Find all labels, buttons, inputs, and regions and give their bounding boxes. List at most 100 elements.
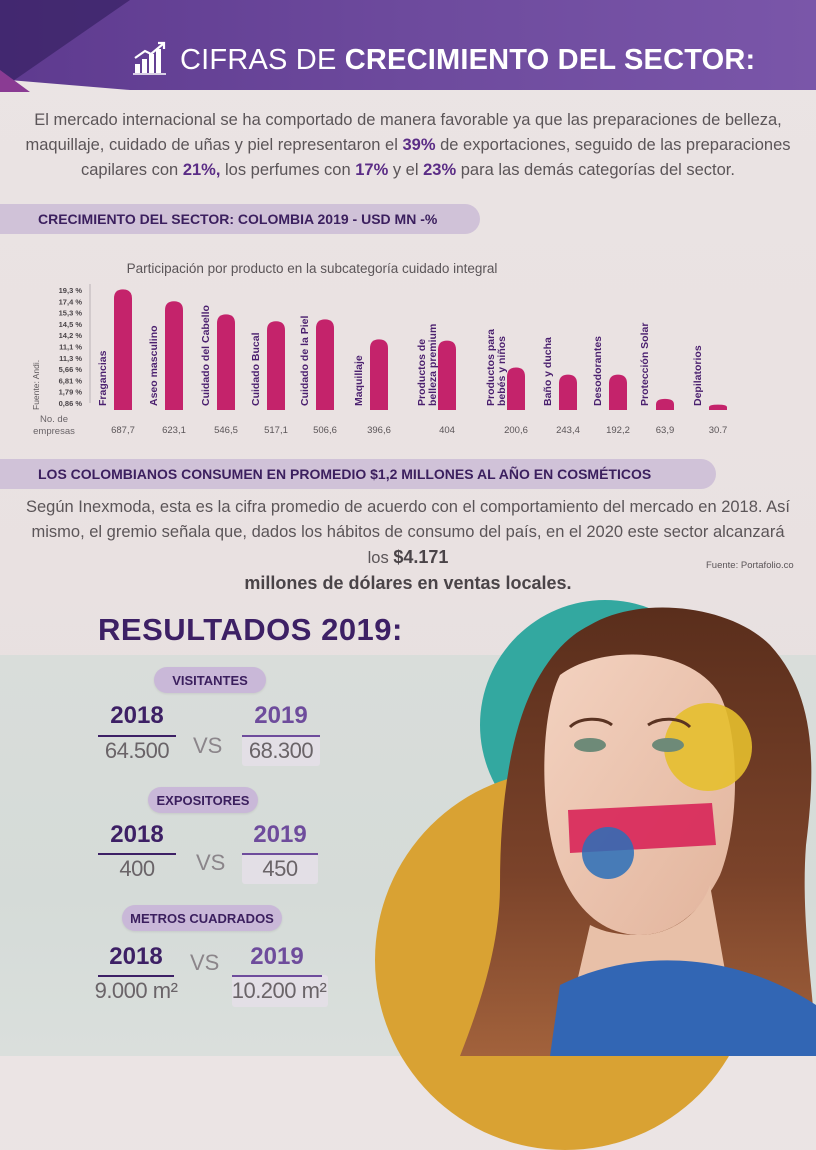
- chart-bar: [609, 374, 627, 410]
- section-header-consumption-label: LOS COLOMBIANOS CONSUMEN EN PROMEDIO $1,…: [38, 466, 652, 482]
- model-photo-illustration: [460, 607, 816, 1056]
- companies-value: 200,6: [504, 425, 528, 436]
- exhibitors-value-2019: 450: [262, 856, 298, 881]
- category-label: Aseo masculino: [148, 325, 160, 406]
- category-label: Cuidado del Cabello: [200, 305, 212, 406]
- intro-highlight-2: 21%,: [182, 161, 221, 179]
- y-tick-label: 19,3 %: [59, 286, 83, 295]
- consumption-paragraph: Según Inexmoda, esta es la cifra promedi…: [20, 495, 796, 597]
- visitors-2019-underline: [242, 735, 320, 737]
- square-meters-pill-label: METROS CUADRADOS: [130, 910, 274, 926]
- companies-value: 623,1: [162, 425, 186, 436]
- intro-text-3: los perfumes con: [220, 161, 356, 179]
- section-header-growth: CRECIMIENTO DEL SECTOR: COLOMBIA 2019 - …: [0, 204, 480, 234]
- category-label: Desodorantes: [592, 336, 604, 406]
- intro-text-4: y el: [388, 161, 424, 179]
- exhibitors-value-2018: 400: [119, 856, 155, 881]
- y-tick-label: 17,4 %: [59, 297, 83, 306]
- square-meters-year-2018: 2018: [109, 943, 163, 970]
- square-meters-pill: METROS CUADRADOS: [122, 905, 282, 931]
- y-tick-label: 11,3 %: [59, 354, 82, 363]
- y-tick-label: 15,3 %: [59, 309, 83, 318]
- visitors-year-2018: 2018: [110, 702, 164, 729]
- exhibitors-2019-box: [242, 854, 318, 884]
- companies-value: 30.7: [709, 425, 728, 436]
- page-title-bold: CRECIMIENTO DEL SECTOR:: [344, 44, 756, 76]
- companies-value: 192,2: [606, 425, 630, 436]
- y-tick-label: 14,2 %: [59, 331, 83, 340]
- companies-value: 546,5: [214, 425, 238, 436]
- chart-bar: [709, 404, 727, 410]
- square-meters-vs: VS: [190, 950, 220, 975]
- companies-value: 243,4: [556, 425, 580, 436]
- consumption-text: Según Inexmoda, esta es la cifra promedi…: [25, 498, 791, 567]
- category-label: Maquillaje: [353, 355, 365, 406]
- chart-bar: [656, 398, 674, 410]
- category-label: belleza premium: [427, 324, 439, 406]
- companies-value: 404: [439, 425, 455, 436]
- y-tick-label: 11,1 %: [59, 343, 82, 352]
- exhibitors-2018-underline: [98, 853, 176, 855]
- results-title: RESULTADOS 2019:: [98, 612, 403, 647]
- y-tick-label: 1,79 %: [59, 388, 83, 397]
- intro-text-1: El mercado internacional se ha comportad…: [25, 111, 782, 154]
- companies-value: 517,1: [264, 425, 288, 436]
- header-banner: [0, 0, 816, 90]
- bar-chart: Participación por producto en la subcate…: [31, 261, 728, 437]
- visitors-2019-box: [242, 736, 320, 766]
- companies-value: 506,6: [313, 425, 337, 436]
- visitors-value-2019: 68.300: [248, 738, 314, 763]
- category-label: Productos para: [485, 329, 497, 406]
- chart-bar: [267, 321, 285, 410]
- bar-chart-growth-icon: [133, 41, 166, 75]
- exhibitors-2019-underline: [242, 853, 318, 855]
- square-meters-year-2019: 2019: [250, 943, 304, 970]
- intro-text-5: para las demás categorías del sector.: [456, 161, 735, 179]
- intro-text-2: de exportaciones, seguido de las prepara…: [81, 136, 791, 179]
- companies-value: 687,7: [111, 425, 135, 436]
- section-header-growth-label: CRECIMIENTO DEL SECTOR: COLOMBIA 2019 - …: [38, 211, 438, 227]
- exhibitors-vs: VS: [196, 850, 226, 875]
- category-label: Depilatorios: [692, 345, 704, 406]
- page-title-thin: CIFRAS DE: [180, 44, 345, 76]
- category-label: Protección Solar: [639, 323, 651, 406]
- chart-bar: [438, 340, 456, 410]
- visitors-2018-underline: [98, 735, 176, 737]
- category-label: Cuidado Bucal: [250, 332, 262, 406]
- exhibitors-year-2019: 2019: [253, 821, 307, 848]
- y-tick-label: 5,66 %: [59, 365, 83, 374]
- section-header-consumption: LOS COLOMBIANOS CONSUMEN EN PROMEDIO $1,…: [0, 459, 716, 489]
- visitors-value-2018: 64.500: [104, 738, 170, 763]
- intro-highlight-3: 17%: [355, 161, 389, 179]
- chart-bar: [370, 339, 388, 410]
- chart-bar: [114, 289, 132, 410]
- chart-bar: [316, 319, 334, 410]
- exhibitors-pill-label: EXPOSITORES: [156, 792, 250, 808]
- exhibitors-year-2018: 2018: [110, 821, 164, 848]
- square-meters-2018-underline: [98, 975, 174, 977]
- chart-bar: [559, 374, 577, 410]
- consumption-highlight-amount: $4.171: [393, 547, 449, 567]
- square-meters-value-2018: 9.000 m²: [94, 978, 178, 1003]
- chart-title: Participación por producto en la subcate…: [127, 261, 498, 276]
- chart-bar: [507, 367, 525, 410]
- source-portafolio: Fuente: Portafolio.co: [706, 560, 794, 571]
- category-label: Fragancias: [97, 350, 109, 406]
- chart-source-label: Fuente: Andi.: [31, 360, 41, 410]
- companies-value: 396,6: [367, 425, 391, 436]
- visitors-pill: VISITANTES: [154, 667, 266, 693]
- y-tick-label: 6,81 %: [59, 376, 83, 385]
- consumption-highlight-text: millones de dólares en ventas locales.: [244, 573, 572, 593]
- visitors-vs: VS: [193, 733, 223, 758]
- intro-highlight-4: 23%: [423, 161, 457, 179]
- y-tick-label: 0,86 %: [59, 399, 83, 408]
- intro-highlight-1: 39%: [402, 136, 436, 154]
- intro-paragraph: El mercado internacional se ha comportad…: [20, 108, 796, 183]
- category-label: bebés y niños: [496, 336, 508, 406]
- chart-bar: [217, 314, 235, 410]
- category-label: Baño y ducha: [542, 337, 554, 406]
- category-label: Cuidado de la Piel: [299, 315, 311, 406]
- companies-value: 63,9: [656, 425, 675, 436]
- category-label: Productos de: [416, 339, 428, 406]
- y-tick-label: 14,5 %: [59, 320, 83, 329]
